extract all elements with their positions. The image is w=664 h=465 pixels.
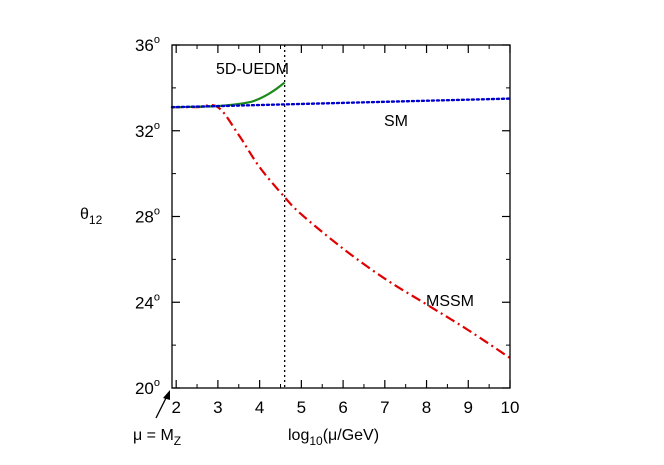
mz-annotation-text: μ = MZ: [133, 427, 181, 448]
series-line-sm: [170, 97, 512, 109]
tick-layer: 2 3 4 5 6 7 8 9 10 20o 24o 28o 32o 36o: [135, 34, 520, 417]
series-label-5d-uedm: 5D-UEDM: [216, 61, 289, 78]
y-axis-label-base: θ: [80, 206, 89, 223]
y-tick-label: 36o: [135, 34, 160, 55]
y-axis-label-sub: 12: [89, 213, 103, 227]
x-axis-label: log10(μ/GeV): [288, 427, 379, 448]
x-axis-label-rest: (μ/GeV): [323, 427, 379, 444]
x-tick-label: 9: [464, 398, 473, 417]
series-line-5d-uedm: [171, 81, 286, 109]
x-tick-label: 8: [422, 398, 431, 417]
x-axis-label-sub: 10: [309, 434, 323, 448]
y-tick-label: 24o: [135, 291, 160, 312]
x-tick-label: 5: [297, 398, 306, 417]
y-tick-label: 28o: [135, 206, 160, 227]
series-label-sm: SM: [384, 113, 408, 130]
y-tick-label: 32o: [135, 120, 160, 141]
plot-frame: [171, 44, 511, 389]
x-axis-label-base: log: [288, 427, 309, 444]
x-tick-label: 6: [338, 398, 347, 417]
x-tick-label: 7: [380, 398, 389, 417]
mz-annotation-sub: Z: [174, 434, 181, 448]
x-tick-label: 3: [213, 398, 222, 417]
mz-annotation-main: μ = M: [133, 427, 174, 444]
y-tick-label: 20o: [135, 377, 160, 398]
series-line-mssm: [171, 104, 511, 359]
x-tick-label: 2: [171, 398, 180, 417]
mz-annotation: μ = MZ: [133, 390, 181, 448]
x-tick-label: 10: [501, 398, 520, 417]
x-tick-label: 4: [255, 398, 264, 417]
y-axis-label: θ12: [80, 206, 103, 227]
mz-arrow-head: [163, 390, 170, 400]
series-layer: [170, 45, 512, 388]
series-label-mssm: MSSM: [426, 293, 474, 310]
